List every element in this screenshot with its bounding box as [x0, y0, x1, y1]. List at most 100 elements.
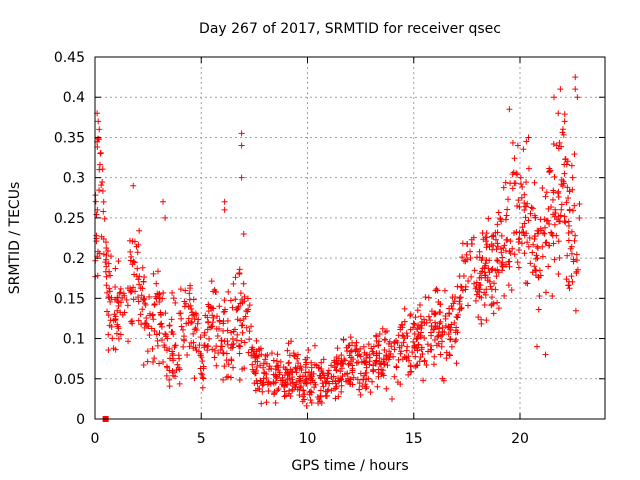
data-point [431, 310, 438, 317]
data-point [463, 251, 470, 258]
data-point [524, 239, 531, 246]
data-point [105, 331, 112, 338]
data-point [190, 345, 197, 352]
data-point [542, 193, 549, 200]
data-point [415, 341, 422, 348]
data-point [304, 354, 311, 361]
data-point [497, 215, 504, 222]
data-point [393, 363, 400, 370]
data-point [324, 375, 331, 382]
data-point [311, 384, 318, 391]
data-point [551, 94, 557, 101]
data-point [486, 278, 493, 285]
data-point [562, 219, 569, 226]
data-point [370, 343, 377, 350]
data-point [221, 198, 228, 205]
data-point [322, 392, 329, 399]
data-point [215, 350, 222, 357]
data-point [537, 216, 544, 223]
data-point [399, 356, 406, 363]
data-point [340, 336, 347, 343]
data-point [295, 360, 302, 367]
data-point [397, 350, 404, 357]
data-point [329, 378, 336, 385]
data-point [180, 336, 187, 343]
data-point [478, 294, 485, 301]
data-point [505, 282, 512, 289]
data-point [154, 337, 161, 344]
data-point [352, 342, 359, 349]
data-point [191, 375, 198, 382]
data-point [302, 369, 309, 376]
data-point [492, 267, 499, 274]
data-point [556, 139, 563, 146]
data-point [571, 151, 578, 158]
data-point [548, 203, 555, 210]
data-point [213, 325, 220, 332]
data-point [332, 380, 339, 387]
data-point [253, 353, 260, 360]
data-point [103, 244, 110, 251]
data-point [532, 255, 539, 262]
data-point [560, 180, 567, 187]
data-point [355, 359, 362, 366]
data-point [347, 376, 354, 383]
data-point [501, 292, 508, 299]
data-point [414, 335, 421, 342]
data-point [186, 296, 193, 303]
data-point [409, 349, 416, 356]
data-point [262, 356, 269, 363]
data-point [453, 360, 460, 367]
data-point [353, 359, 360, 366]
data-point [449, 294, 456, 301]
data-point [326, 380, 333, 387]
data-point [149, 345, 156, 352]
plot-frame [94, 56, 606, 420]
data-point [220, 350, 227, 357]
data-point [210, 315, 217, 322]
data-point [162, 310, 169, 317]
data-point [471, 267, 478, 274]
data-point [481, 301, 488, 308]
data-point [527, 210, 534, 217]
data-point [407, 312, 414, 319]
data-point [300, 393, 307, 400]
data-point [521, 199, 528, 206]
data-point [156, 295, 163, 302]
data-point [273, 358, 280, 365]
data-point [267, 380, 274, 387]
data-point [431, 311, 438, 318]
x-tick-label: 15 [405, 431, 423, 447]
data-point [317, 393, 324, 400]
data-point [498, 245, 505, 252]
data-point [363, 383, 370, 390]
data-point [146, 293, 153, 300]
data-point [298, 383, 305, 390]
data-point [488, 301, 495, 308]
data-point [449, 305, 456, 312]
data-point [334, 360, 341, 367]
data-point [498, 232, 505, 239]
data-point [92, 198, 99, 205]
data-point [495, 305, 502, 312]
data-point [572, 86, 579, 93]
data-point [375, 373, 382, 380]
data-point [157, 321, 164, 328]
data-point [305, 375, 312, 382]
data-point [462, 258, 469, 265]
data-point [218, 337, 225, 344]
data-point [187, 282, 194, 289]
data-point [181, 298, 188, 305]
data-point [209, 312, 216, 319]
data-point [213, 289, 220, 296]
data-point [561, 111, 568, 118]
data-point [102, 259, 109, 266]
data-point [283, 366, 290, 373]
data-point [571, 237, 578, 244]
data-point [424, 341, 431, 348]
data-point [564, 158, 571, 165]
data-point [508, 287, 515, 294]
data-point [494, 221, 501, 228]
data-point [482, 291, 489, 298]
y-tick-label: 0.3 [63, 171, 85, 187]
